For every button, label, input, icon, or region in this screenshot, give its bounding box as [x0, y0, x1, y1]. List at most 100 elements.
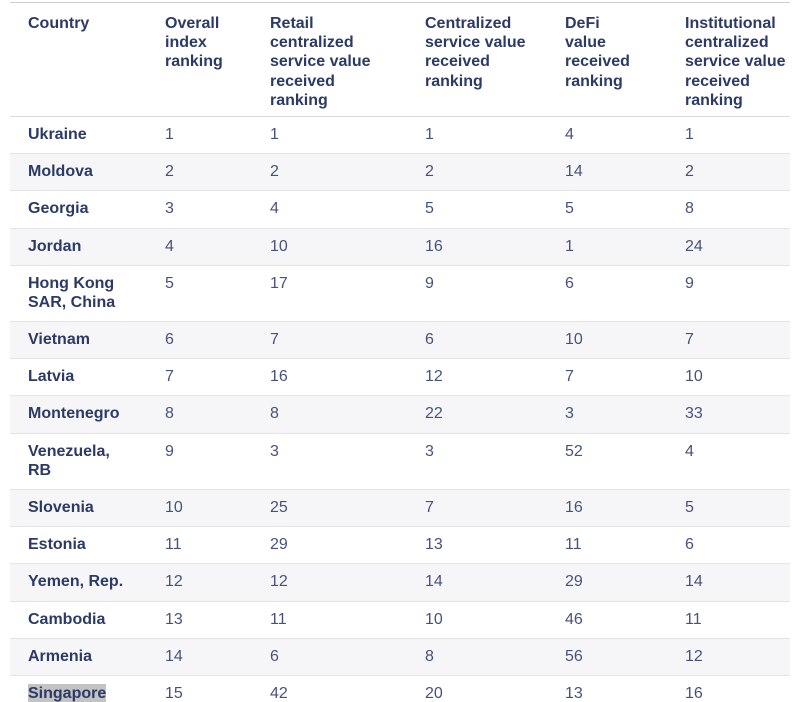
table-row: Jordan 4 10 16 1 24 — [10, 228, 790, 266]
rank-cell-institutional: 33 — [685, 396, 790, 433]
rank-cell-institutional: 5 — [685, 490, 790, 527]
rank-value: 42 — [270, 684, 288, 702]
rank-value: 1 — [425, 125, 434, 143]
country-label: Latvia — [28, 368, 75, 386]
rank-cell-defi: 1 — [565, 228, 685, 265]
column-header-label: Overall index ranking — [165, 15, 223, 71]
rank-cell-retail: 3 — [270, 433, 425, 489]
rank-cell-defi: 6 — [565, 265, 685, 321]
table-row: Estonia 11 29 13 11 6 — [10, 527, 790, 564]
rank-value: 11 — [685, 610, 702, 628]
rank-value: 3 — [165, 200, 174, 218]
rank-value: 24 — [685, 237, 703, 255]
table-header: Country Overall index ranking Retail centr… — [10, 3, 790, 117]
rank-cell-institutional: 10 — [685, 359, 790, 396]
rank-cell-centralized: 7 — [425, 490, 565, 527]
rank-cell-institutional: 16 — [685, 675, 790, 702]
rank-cell-centralized: 22 — [425, 396, 565, 433]
column-header-centralized: Centralized service value received ranki… — [425, 3, 565, 117]
rank-value: 13 — [165, 610, 183, 628]
rank-cell-overall: 7 — [165, 359, 270, 396]
country-cell: Yemen, Rep. — [10, 564, 165, 601]
column-header-label: Institutional centralized service value … — [685, 15, 786, 109]
country-label: Hong Kong SAR, China — [28, 274, 116, 311]
rank-cell-defi: 10 — [565, 322, 685, 359]
rank-cell-retail: 17 — [270, 265, 425, 321]
country-cell: Ukraine — [10, 116, 165, 153]
table-row: Cambodia 13 11 10 46 11 — [10, 601, 790, 639]
rank-value: 52 — [565, 442, 583, 460]
rank-cell-defi: 4 — [565, 116, 685, 153]
rank-value: 1 — [270, 125, 279, 143]
rank-cell-centralized: 20 — [425, 675, 565, 702]
rank-cell-overall: 6 — [165, 322, 270, 359]
rank-value: 14 — [685, 573, 703, 591]
rank-value: 9 — [165, 442, 174, 460]
rank-value: 12 — [685, 647, 703, 665]
rank-value: 8 — [165, 405, 174, 423]
rank-value: 2 — [685, 163, 694, 181]
country-cell: Georgia — [10, 191, 165, 228]
rank-cell-institutional: 1 — [685, 116, 790, 153]
rank-value: 4 — [565, 125, 574, 143]
rank-value: 16 — [565, 499, 583, 516]
rank-cell-centralized: 9 — [425, 265, 565, 321]
rank-cell-retail: 16 — [270, 359, 425, 396]
column-header-overall: Overall index ranking — [165, 3, 270, 117]
country-label: Venezuela, RB — [28, 442, 110, 479]
rank-value: 13 — [565, 684, 583, 702]
rank-cell-centralized: 2 — [425, 154, 565, 191]
rank-value: 6 — [270, 647, 279, 665]
rank-cell-retail: 1 — [270, 116, 425, 153]
rank-value: 20 — [425, 684, 443, 702]
rank-value: 12 — [425, 368, 443, 386]
rank-cell-institutional: 4 — [685, 433, 790, 489]
rank-value: 46 — [565, 610, 583, 628]
country-cell: Vietnam — [10, 322, 165, 359]
rank-value: 56 — [565, 647, 583, 665]
country-cell: Slovenia — [10, 490, 165, 527]
rank-value: 9 — [425, 274, 434, 292]
rank-value: 14 — [165, 647, 183, 665]
rank-cell-retail: 42 — [270, 675, 425, 702]
rank-value: 17 — [270, 274, 288, 292]
rank-value: 2 — [165, 163, 174, 181]
rank-value: 8 — [425, 647, 434, 665]
rank-cell-centralized: 6 — [425, 322, 565, 359]
table-row: Armenia 14 6 8 56 12 — [10, 638, 790, 676]
rank-value: 15 — [165, 684, 183, 702]
country-cell: Montenegro — [10, 396, 165, 433]
rank-cell-defi: 5 — [565, 191, 685, 228]
rank-value: 10 — [270, 237, 288, 255]
country-label: Ukraine — [28, 125, 87, 143]
rank-cell-defi: 46 — [565, 601, 685, 638]
rank-value: 16 — [685, 684, 703, 702]
country-label: Georgia — [28, 200, 89, 218]
rank-cell-retail: 7 — [270, 322, 425, 359]
country-label: Slovenia — [28, 499, 94, 516]
rank-value: 5 — [165, 274, 174, 292]
column-header-defi: DeFi value received ranking — [565, 3, 685, 117]
rank-cell-retail: 12 — [270, 564, 425, 601]
rank-cell-centralized: 14 — [425, 564, 565, 601]
rank-value: 3 — [425, 442, 434, 460]
rank-cell-retail: 11 — [270, 601, 425, 638]
rank-value: 7 — [165, 368, 174, 386]
country-rankings-table: Country Overall index ranking Retail centr… — [10, 2, 790, 702]
rank-value: 4 — [685, 442, 694, 460]
rank-value: 6 — [685, 536, 694, 554]
header-row: Country Overall index ranking Retail centr… — [10, 3, 790, 117]
rank-value: 7 — [685, 331, 694, 349]
rank-value: 12 — [165, 573, 183, 591]
rank-cell-overall: 10 — [165, 490, 270, 527]
rank-value: 7 — [425, 499, 434, 516]
country-label: Estonia — [28, 536, 86, 554]
rank-value: 9 — [685, 274, 694, 292]
rank-value: 6 — [425, 331, 434, 349]
rank-value: 3 — [270, 442, 279, 460]
rank-cell-overall: 3 — [165, 191, 270, 228]
table-row: Georgia 3 4 5 5 8 — [10, 191, 790, 228]
rank-cell-retail: 25 — [270, 490, 425, 527]
country-cell: Latvia — [10, 359, 165, 396]
